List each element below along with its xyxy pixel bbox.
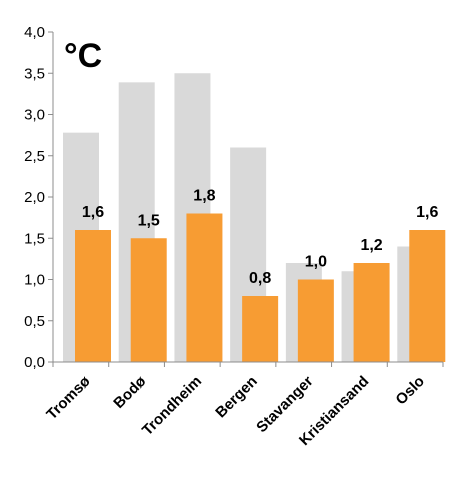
y-tick-label: 3,5 — [24, 65, 45, 82]
y-axis: 0,0 0,5 1,0 1,5 2,0 2,5 3,0 3,5 4,0 — [24, 24, 54, 371]
orange-bar-series — [75, 213, 446, 362]
orange-bar — [242, 296, 279, 362]
category-label: Tromsø — [43, 372, 94, 423]
orange-bar — [297, 279, 334, 362]
unit-label: °C — [64, 37, 102, 75]
orange-bar — [186, 213, 223, 362]
data-label: 1,2 — [360, 237, 382, 254]
data-label: 1,6 — [82, 204, 104, 221]
data-label: 0,8 — [249, 270, 271, 287]
data-label: 1,0 — [305, 254, 327, 271]
category-label: Bergen — [212, 373, 261, 422]
y-tick-label: 0,5 — [24, 313, 45, 330]
data-label: 1,6 — [416, 204, 438, 221]
data-label: 1,5 — [138, 212, 160, 229]
orange-bar — [130, 238, 167, 362]
y-tick-label: 3,0 — [24, 107, 45, 124]
data-labels: 1,6 1,5 1,8 0,8 1,0 1,2 1,6 — [82, 188, 439, 288]
category-label: Bodø — [110, 372, 150, 412]
category-label: Trondheim — [139, 373, 205, 439]
orange-bar — [353, 263, 390, 362]
orange-bar — [75, 230, 111, 362]
category-label: Oslo — [392, 373, 428, 409]
y-tick-label: 0,0 — [24, 354, 45, 371]
orange-bar — [409, 230, 446, 362]
y-tick-label: 2,5 — [24, 148, 45, 165]
y-tick-label: 2,0 — [24, 189, 45, 206]
data-label: 1,8 — [193, 188, 215, 205]
y-tick-label: 1,0 — [24, 272, 45, 289]
y-tick-label: 1,5 — [24, 230, 45, 247]
y-tick-label: 4,0 — [24, 24, 45, 41]
